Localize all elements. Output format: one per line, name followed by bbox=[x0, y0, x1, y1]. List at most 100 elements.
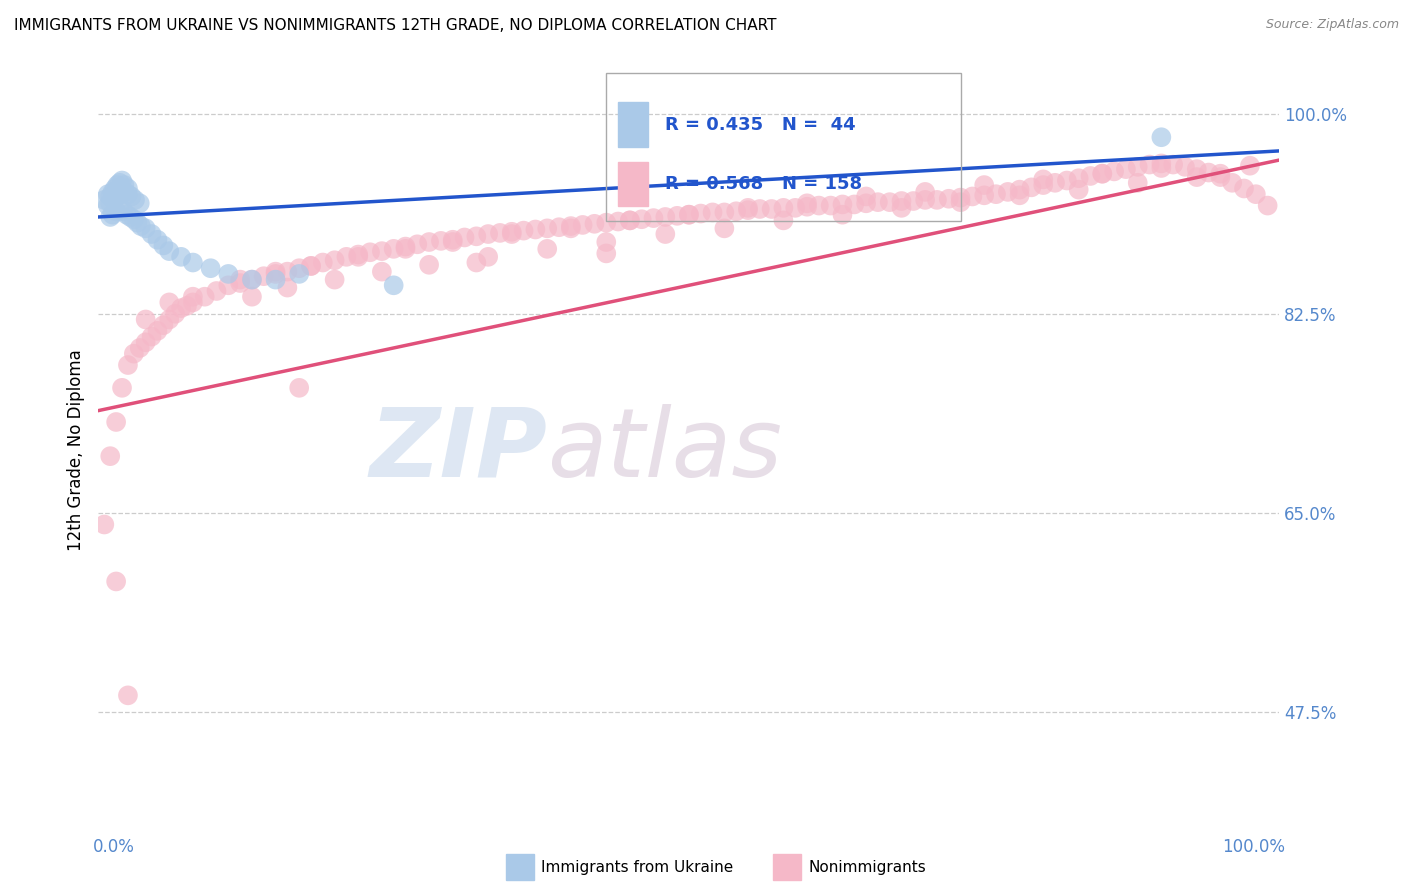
Point bbox=[112, 204, 135, 219]
Point bbox=[93, 517, 115, 532]
Point bbox=[112, 185, 135, 199]
Point bbox=[879, 195, 901, 210]
Point bbox=[1032, 172, 1054, 186]
Point bbox=[101, 208, 124, 222]
Point bbox=[135, 335, 157, 350]
Point bbox=[117, 181, 139, 195]
Point bbox=[903, 194, 925, 208]
Point bbox=[181, 255, 204, 269]
Point bbox=[962, 189, 984, 203]
Point bbox=[914, 193, 936, 207]
Point bbox=[607, 214, 630, 228]
Point bbox=[654, 227, 676, 241]
Point bbox=[323, 272, 346, 286]
Point bbox=[135, 312, 157, 326]
Point bbox=[560, 219, 582, 233]
Point bbox=[595, 235, 617, 249]
Point bbox=[104, 181, 127, 195]
Point bbox=[323, 253, 346, 268]
Point bbox=[97, 187, 120, 202]
Point bbox=[1126, 160, 1149, 174]
Point bbox=[441, 235, 464, 249]
Point bbox=[737, 201, 759, 215]
Point bbox=[441, 233, 464, 247]
Point bbox=[165, 307, 187, 321]
Point bbox=[524, 222, 547, 236]
Point bbox=[512, 224, 534, 238]
Point bbox=[103, 193, 125, 207]
Point bbox=[560, 221, 582, 235]
Point bbox=[288, 261, 311, 276]
Point bbox=[595, 216, 617, 230]
Point bbox=[1185, 162, 1208, 177]
Point bbox=[128, 196, 150, 211]
Point bbox=[1080, 169, 1102, 183]
Point bbox=[1150, 156, 1173, 170]
Point bbox=[1209, 167, 1232, 181]
Point bbox=[347, 250, 370, 264]
Point bbox=[866, 195, 889, 210]
Point bbox=[984, 187, 1007, 202]
Text: 100.0%: 100.0% bbox=[1222, 838, 1285, 855]
Point bbox=[536, 221, 558, 235]
Point bbox=[110, 187, 132, 202]
Point bbox=[844, 197, 866, 211]
Point bbox=[112, 178, 135, 192]
Point bbox=[135, 221, 157, 235]
Point bbox=[595, 246, 617, 260]
Point bbox=[264, 267, 287, 281]
Point bbox=[181, 290, 204, 304]
Point bbox=[105, 574, 128, 589]
Text: atlas: atlas bbox=[547, 404, 782, 497]
Point bbox=[1220, 176, 1243, 190]
Point bbox=[240, 290, 263, 304]
Point bbox=[288, 381, 311, 395]
Point bbox=[1102, 164, 1125, 178]
Point bbox=[335, 250, 357, 264]
Point bbox=[1198, 165, 1220, 179]
Point bbox=[111, 173, 134, 187]
Point bbox=[855, 189, 877, 203]
Point bbox=[654, 210, 676, 224]
Text: Nonimmigrants: Nonimmigrants bbox=[808, 861, 927, 875]
Point bbox=[785, 201, 807, 215]
Point bbox=[181, 295, 204, 310]
Point bbox=[108, 201, 131, 215]
Point bbox=[1233, 181, 1256, 195]
Text: Source: ZipAtlas.com: Source: ZipAtlas.com bbox=[1265, 18, 1399, 31]
Point bbox=[748, 202, 770, 216]
Point bbox=[1043, 176, 1066, 190]
Point bbox=[299, 259, 322, 273]
Point bbox=[949, 191, 972, 205]
Point bbox=[253, 269, 276, 284]
Point bbox=[536, 242, 558, 256]
Point bbox=[1067, 183, 1090, 197]
Point bbox=[240, 272, 263, 286]
Point bbox=[737, 203, 759, 218]
Point bbox=[359, 245, 381, 260]
Point bbox=[453, 230, 475, 244]
Point bbox=[276, 280, 298, 294]
Point bbox=[229, 276, 252, 290]
Point bbox=[796, 200, 818, 214]
FancyBboxPatch shape bbox=[619, 103, 648, 147]
Point bbox=[713, 205, 735, 219]
Point bbox=[418, 258, 440, 272]
Point bbox=[1126, 176, 1149, 190]
Point bbox=[124, 193, 146, 207]
Point bbox=[1021, 180, 1043, 194]
Point bbox=[98, 196, 121, 211]
Point bbox=[548, 220, 571, 235]
Point bbox=[157, 295, 180, 310]
Point bbox=[406, 237, 429, 252]
Point bbox=[240, 272, 263, 286]
Point bbox=[914, 185, 936, 199]
Point bbox=[678, 208, 700, 222]
Point bbox=[276, 265, 298, 279]
Point bbox=[217, 278, 239, 293]
Point bbox=[1239, 159, 1261, 173]
Point bbox=[973, 178, 995, 192]
Text: IMMIGRANTS FROM UKRAINE VS NONIMMIGRANTS 12TH GRADE, NO DIPLOMA CORRELATION CHAR: IMMIGRANTS FROM UKRAINE VS NONIMMIGRANTS… bbox=[14, 18, 776, 33]
Point bbox=[489, 226, 512, 240]
Point bbox=[1008, 183, 1031, 197]
